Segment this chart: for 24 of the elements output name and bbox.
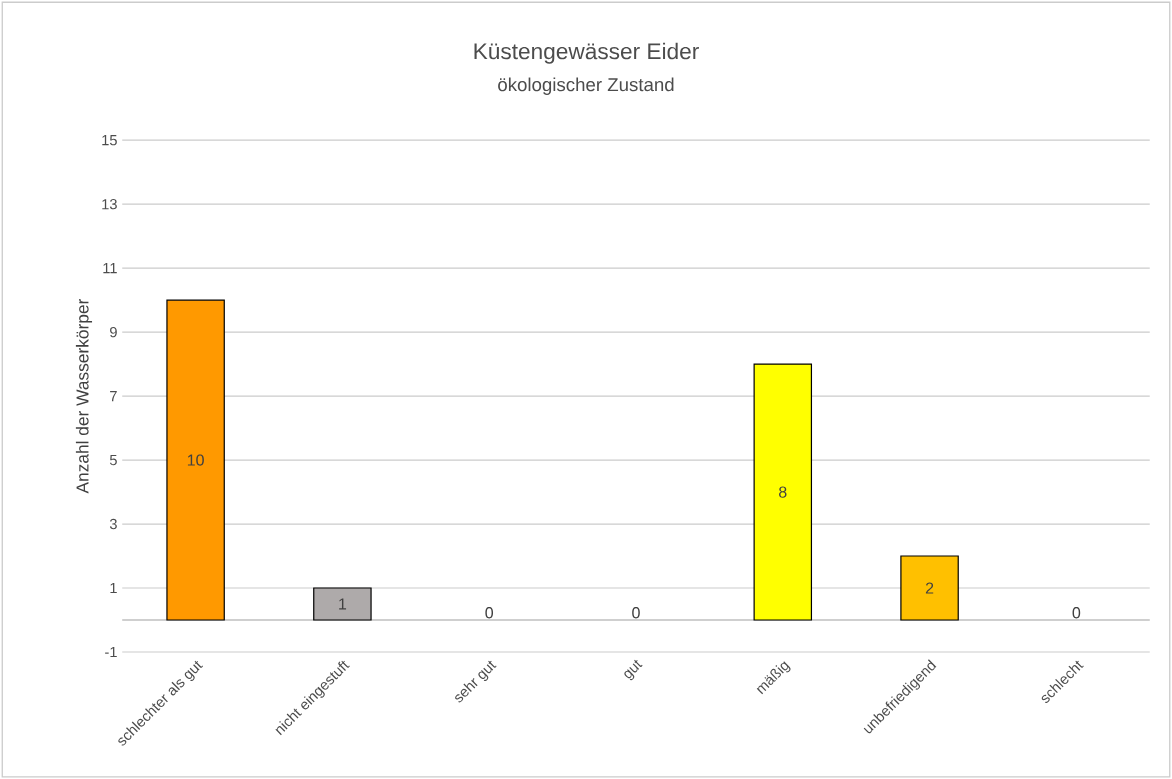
y-axis-title: Anzahl der Wasserkörper [75,298,93,494]
y-tick-label: 3 [109,518,117,530]
bar [313,587,372,621]
data-label: 8 [779,486,787,498]
data-label: 2 [925,582,934,594]
data-label: 10 [187,454,204,466]
y-tick-label: 5 [109,454,117,466]
bar [900,555,959,621]
chart-subtitle: ökologischer Zustand [498,77,674,95]
x-tick-label: gut [624,659,643,681]
y-tick-label: 11 [103,263,117,274]
data-label: 0 [632,606,640,619]
y-tick-label: 7 [110,390,117,402]
y-tick-label: 15 [102,135,117,146]
data-label: 1 [339,598,347,610]
y-tick-label: 13 [102,198,117,210]
data-label: 0 [1072,606,1081,619]
y-tick-label: 1 [110,582,117,593]
bar [166,299,225,621]
y-tick-label: -1 [105,646,117,657]
bar [753,363,813,621]
data-label: 0 [485,606,494,619]
y-tick-label: 9 [110,326,117,338]
chart-title: Küstengewässer Eider [474,42,699,64]
